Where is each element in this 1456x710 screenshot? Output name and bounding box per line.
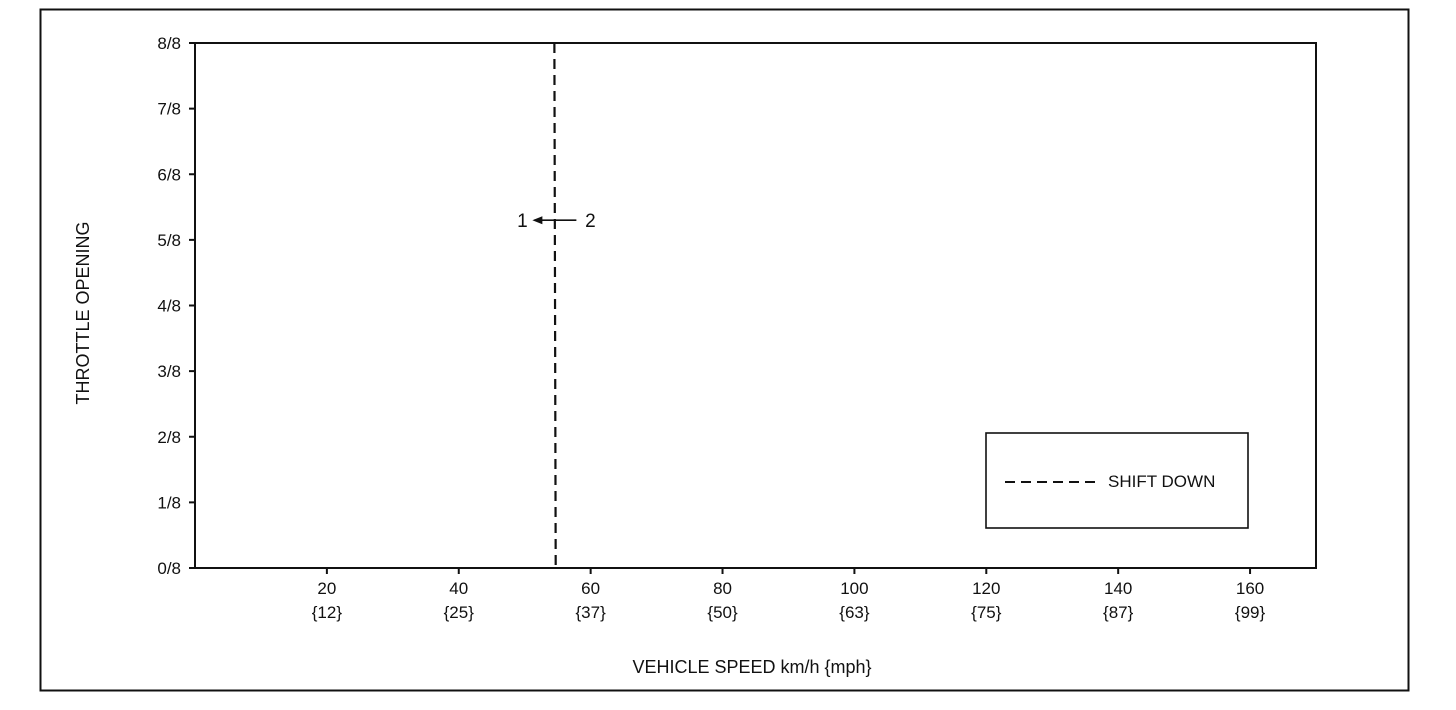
- x-tick-label: 60: [581, 579, 600, 598]
- x-axis-title: VEHICLE SPEED km/h {mph}: [632, 657, 871, 677]
- x-tick-label: 140: [1104, 579, 1132, 598]
- x-tick-sublabel: {50}: [707, 603, 738, 622]
- y-axis-title: THROTTLE OPENING: [73, 221, 93, 404]
- y-tick-label: 0/8: [157, 559, 181, 578]
- x-tick-sublabel: {75}: [971, 603, 1002, 622]
- shift-arrow-head: [532, 216, 543, 225]
- y-tick-label: 5/8: [157, 231, 181, 250]
- y-tick-label: 7/8: [157, 100, 181, 119]
- y-tick-label: 4/8: [157, 297, 181, 316]
- y-tick-label: 8/8: [157, 34, 181, 53]
- shift-down-line: [553, 42, 557, 569]
- x-tick-label: 80: [713, 579, 732, 598]
- y-tick-label: 1/8: [157, 493, 181, 512]
- x-tick-label: 20: [317, 579, 336, 598]
- gear-from-label: 1: [517, 211, 528, 232]
- y-axis-ticks: 0/8 1/8 2/8 3/8 4/8 5/8 6/8 7/8 8/8: [157, 34, 195, 578]
- y-tick-label: 3/8: [157, 362, 181, 381]
- x-tick-sublabel: {99}: [1235, 603, 1266, 622]
- figure-border: [39, 8, 1410, 692]
- legend-label: SHIFT DOWN: [1108, 472, 1215, 491]
- gear-to-label: 2: [585, 211, 596, 232]
- x-tick-sublabel: {25}: [444, 603, 475, 622]
- x-tick-label: 120: [972, 579, 1000, 598]
- series-layer: [553, 42, 557, 569]
- x-tick-label: 40: [449, 579, 468, 598]
- x-axis-ticks: 20 {12} 40 {25} 60 {37} 80 {50} 100 {63} 120 {75} 14…: [312, 568, 1266, 622]
- x-tick-sublabel: {87}: [1103, 603, 1134, 622]
- x-tick-sublabel: {12}: [312, 603, 343, 622]
- y-tick-label: 2/8: [157, 428, 181, 447]
- legend: SHIFT DOWN: [985, 432, 1249, 529]
- x-tick-sublabel: {37}: [576, 603, 607, 622]
- x-tick-sublabel: {63}: [839, 603, 870, 622]
- x-tick-label: 160: [1236, 579, 1264, 598]
- legend-box: [985, 432, 1249, 529]
- x-tick-label: 100: [840, 579, 868, 598]
- y-tick-label: 6/8: [157, 165, 181, 184]
